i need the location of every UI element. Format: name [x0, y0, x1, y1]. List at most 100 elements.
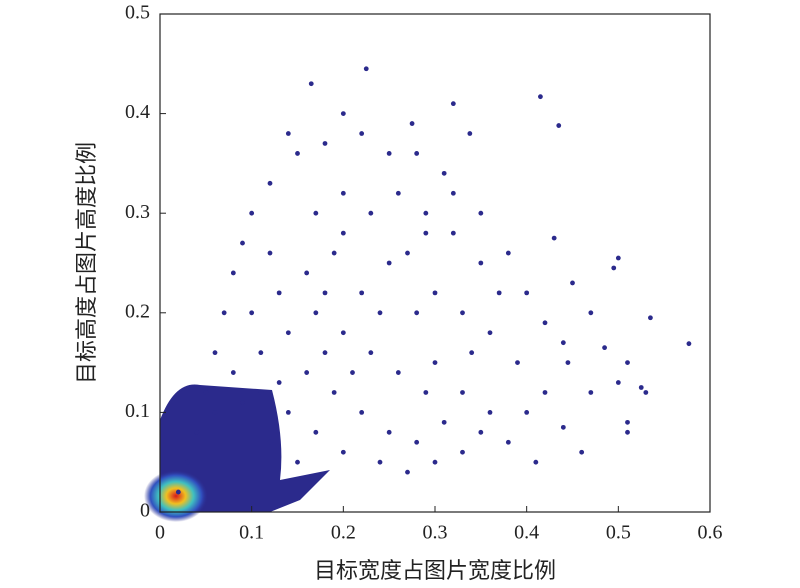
point: [276, 380, 282, 385]
y-axis-label: 目标高度占图片高度比例: [75, 142, 100, 384]
point: [460, 310, 465, 316]
density-core: [144, 470, 208, 522]
x-tick-label: 0.2: [331, 522, 356, 544]
point: [340, 190, 346, 196]
point: [524, 410, 530, 415]
point: [469, 350, 475, 356]
point: [230, 370, 236, 375]
point: [643, 390, 649, 395]
point: [359, 410, 365, 415]
point: [368, 350, 374, 356]
point: [556, 123, 562, 128]
point: [267, 180, 273, 186]
point: [542, 390, 548, 395]
point: [175, 489, 181, 495]
point: [322, 350, 328, 356]
point: [505, 439, 511, 445]
point: [450, 230, 456, 236]
point: [467, 131, 473, 136]
point: [377, 459, 383, 465]
point: [386, 429, 392, 435]
point: [194, 429, 200, 435]
point: [295, 151, 300, 156]
point: [331, 250, 337, 256]
point: [615, 255, 621, 261]
point: [359, 290, 365, 296]
point: [249, 310, 255, 316]
point: [478, 429, 484, 435]
y-tick-label: 0.4: [125, 101, 150, 123]
point: [505, 250, 511, 256]
point: [478, 260, 484, 266]
point: [441, 419, 447, 425]
point: [487, 410, 493, 415]
point: [313, 210, 319, 216]
point: [496, 290, 502, 296]
point: [363, 66, 369, 72]
x-tick-label: 0.3: [423, 522, 448, 544]
point: [615, 380, 621, 385]
point: [542, 320, 548, 326]
point: [386, 151, 392, 156]
x-tick-label: 0.4: [514, 522, 539, 544]
point: [331, 390, 337, 395]
point: [686, 341, 692, 347]
point: [285, 330, 291, 336]
point: [648, 315, 653, 321]
point: [460, 390, 465, 395]
point: [432, 459, 438, 465]
point: [432, 360, 438, 365]
point: [487, 330, 493, 336]
x-tick-label: 0.1: [239, 522, 264, 544]
point: [258, 350, 264, 356]
x-tick-label: 0.5: [606, 522, 631, 544]
point: [368, 210, 374, 216]
point: [478, 210, 484, 216]
point: [359, 131, 365, 136]
point: [322, 290, 328, 296]
point: [304, 370, 310, 375]
point: [551, 235, 557, 241]
point: [340, 449, 346, 455]
point: [386, 260, 392, 266]
point: [432, 290, 438, 296]
point: [588, 390, 594, 395]
point: [395, 190, 401, 196]
point: [267, 250, 273, 256]
point: [377, 310, 383, 316]
point: [515, 360, 520, 365]
point: [409, 121, 415, 126]
x-axis-label: 目标宽度占图片宽度比例: [314, 559, 556, 584]
point: [230, 270, 236, 276]
point: [240, 400, 245, 405]
point: [340, 111, 346, 116]
point: [579, 449, 585, 455]
point: [570, 280, 575, 286]
point: [285, 131, 291, 136]
point: [423, 390, 429, 395]
y-tick-label: 0.2: [125, 300, 150, 322]
point: [538, 94, 543, 100]
y-tick-label: 0.5: [125, 2, 150, 24]
y-tick-label: 0.1: [125, 400, 150, 422]
point: [221, 310, 227, 316]
point: [450, 190, 456, 196]
point: [560, 340, 566, 346]
point: [313, 429, 319, 435]
y-tick-label: 0.3: [125, 201, 150, 223]
point: [560, 424, 566, 430]
point: [414, 151, 420, 156]
point: [638, 385, 644, 390]
y-tick-label: 0: [140, 500, 150, 522]
point: [295, 459, 300, 465]
point: [322, 141, 328, 146]
point: [304, 270, 310, 276]
point: [313, 310, 319, 316]
point: [212, 410, 218, 415]
point: [240, 240, 245, 246]
point: [423, 210, 429, 216]
point: [405, 250, 410, 256]
point: [276, 290, 282, 296]
point: [625, 360, 630, 365]
point: [267, 439, 273, 445]
